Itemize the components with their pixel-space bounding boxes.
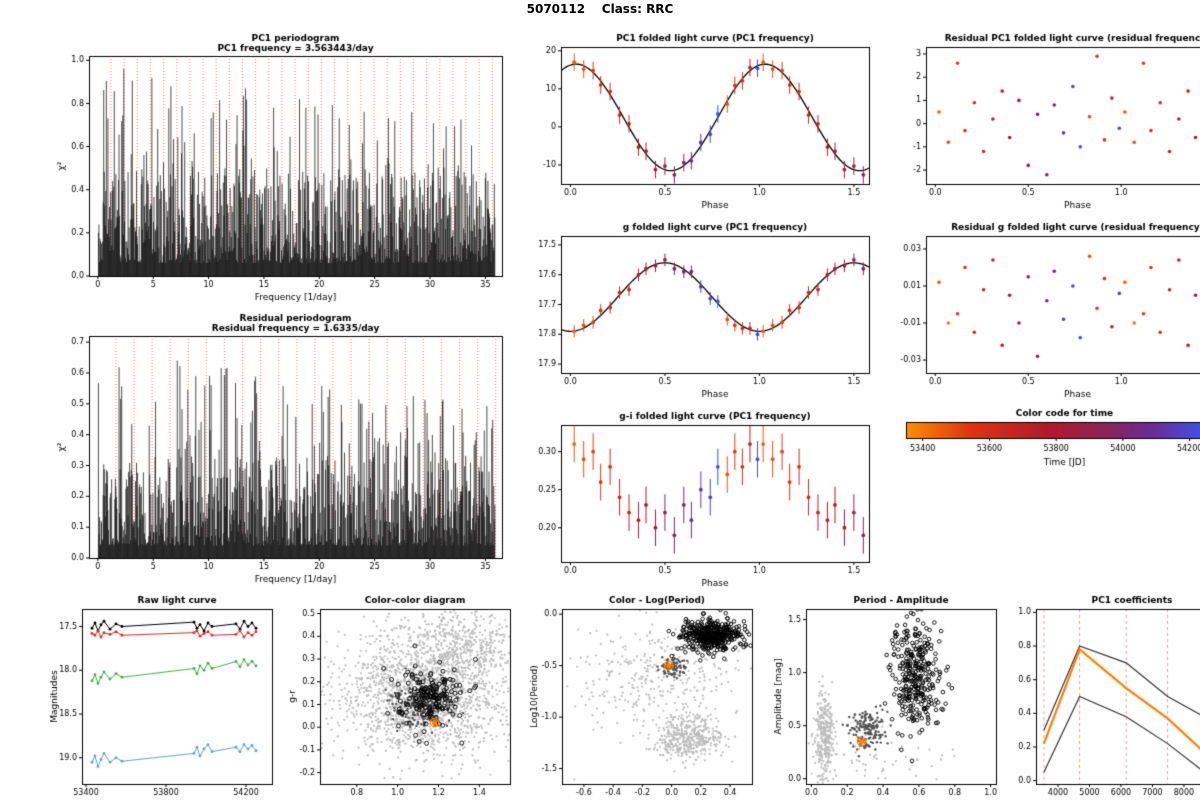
figure-title: 5070112 Class: RRC [526, 2, 674, 16]
color-logperiod-canvas [528, 594, 760, 800]
period-amplitude-diagram [772, 594, 1004, 800]
pc1-folded-light-curve [527, 32, 877, 212]
residual-g-folded-canvas [892, 221, 1200, 401]
gi-folded-light-curve [527, 410, 877, 590]
color-color-diagram [286, 594, 518, 800]
gi-folded-canvas [527, 410, 877, 590]
residual-pc1-folded-canvas [892, 32, 1200, 212]
color-logperiod-diagram [528, 594, 760, 800]
g-folded-light-curve [527, 221, 877, 401]
pc1-periodogram [55, 32, 510, 304]
raw-light-curve-canvas [48, 594, 280, 800]
period-amplitude-canvas [772, 594, 1004, 800]
residual-g-folded-light-curve [892, 221, 1200, 401]
pc1-folded-canvas [527, 32, 877, 212]
pc1-coefficients [1002, 594, 1200, 800]
residual-periodogram-canvas [55, 312, 510, 586]
raw-light-curve [48, 594, 280, 800]
residual-pc1-folded-light-curve [892, 32, 1200, 212]
residual-periodogram [55, 312, 510, 586]
pc1-coefficients-canvas [1002, 594, 1200, 800]
time-colorbar [892, 406, 1200, 478]
pc1-periodogram-canvas [55, 32, 510, 304]
g-folded-canvas [527, 221, 877, 401]
time-colorbar-canvas [892, 406, 1200, 478]
color-color-canvas [286, 594, 518, 800]
